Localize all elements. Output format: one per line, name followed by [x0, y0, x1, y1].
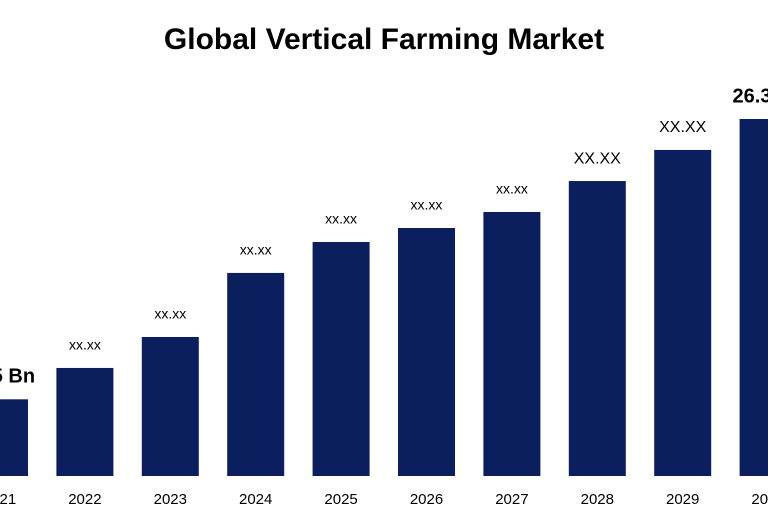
x-tick-label: 2021 [0, 491, 16, 508]
value-label: xx.xx [154, 306, 186, 322]
value-label: 26.3 Bn [733, 85, 768, 107]
x-tick-label: 2030 [751, 491, 768, 508]
x-tick-label: 2029 [666, 491, 699, 508]
x-tick-label: 2022 [68, 491, 101, 508]
bar [227, 272, 285, 476]
value-label: xx.xx [496, 181, 528, 197]
value-label: xx.xx [240, 242, 272, 258]
x-tick-label: 2025 [324, 491, 357, 508]
bar [654, 149, 712, 477]
value-label: XX.XX [659, 119, 706, 136]
x-tick-label: 2028 [581, 491, 614, 508]
value-label: xx.xx [325, 211, 357, 227]
bar [312, 241, 370, 476]
x-tick-label: 2023 [154, 491, 187, 508]
bar [398, 228, 455, 476]
value-label: xx.xx [69, 337, 101, 353]
bar [141, 337, 199, 476]
x-tick-label: 2026 [410, 491, 443, 508]
value-label: XX.XX [574, 150, 621, 167]
bar [568, 181, 626, 476]
bar [0, 399, 28, 476]
x-tick-label: 2024 [239, 491, 272, 508]
bar [739, 119, 768, 476]
value-label: 5.65 Bn [0, 366, 35, 388]
x-tick-label: 2027 [495, 491, 528, 508]
bar [56, 367, 114, 476]
bar [483, 211, 541, 476]
chart-title: Global Vertical Farming Market [164, 23, 604, 56]
value-label: xx.xx [411, 197, 443, 213]
